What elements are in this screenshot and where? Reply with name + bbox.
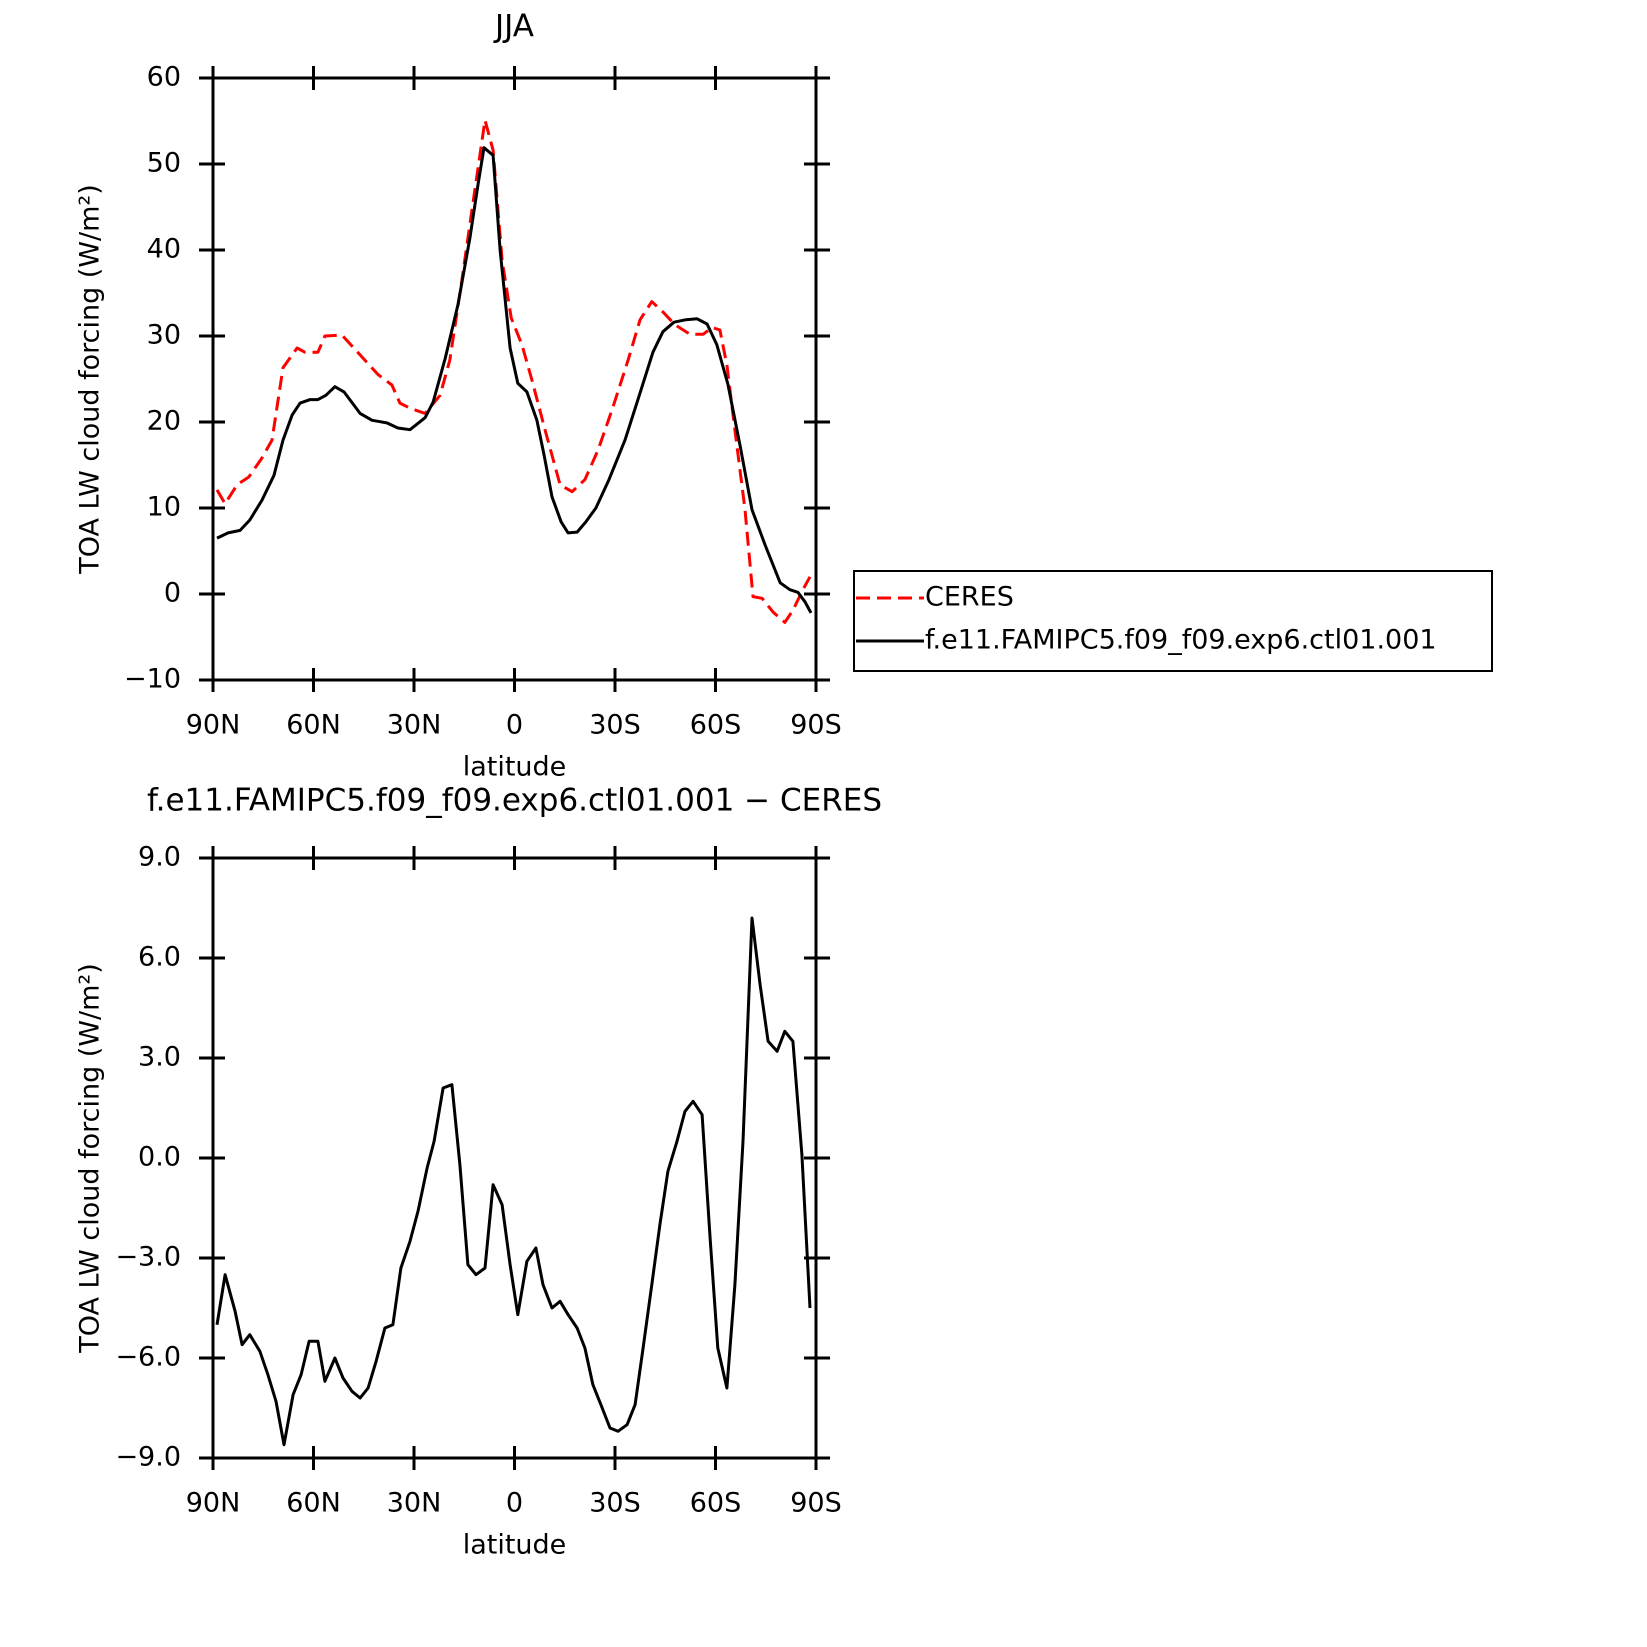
y-axis-label: TOA LW cloud forcing (W/m²) xyxy=(75,963,106,1354)
y-tick-label: 0.0 xyxy=(138,1142,181,1173)
legend-box xyxy=(853,570,1493,672)
y-tick-label: 40 xyxy=(147,234,181,265)
chart-title: JJA xyxy=(493,9,534,45)
x-axis-label: latitude xyxy=(463,752,567,783)
x-tick-label: 90N xyxy=(186,710,241,741)
chart-title: f.e11.FAMIPC5.f09_f09.exp6.ctl01.001 − C… xyxy=(147,783,882,819)
y-tick-label: 60 xyxy=(147,62,181,93)
data-line xyxy=(216,146,813,614)
x-tick-label: 90S xyxy=(790,1488,842,1519)
legend: CERES f.e11.FAMIPC5.f09_f09.exp6.ctl01.00… xyxy=(853,570,1493,672)
x-tick-label: 30N xyxy=(387,710,442,741)
x-tick-label: 30S xyxy=(589,1488,641,1519)
y-tick-label: 0 xyxy=(164,578,181,609)
x-tick-label: 60N xyxy=(286,710,341,741)
x-tick-label: 60S xyxy=(690,1488,742,1519)
x-tick-label: 0 xyxy=(506,710,523,741)
x-tick-label: 60N xyxy=(286,1488,341,1519)
y-tick-label: −3.0 xyxy=(115,1242,181,1273)
x-tick-label: 90N xyxy=(186,1488,241,1519)
x-axis-label: latitude xyxy=(463,1530,567,1561)
y-tick-label: 50 xyxy=(147,148,181,179)
data-line xyxy=(215,118,812,624)
y-tick-label: 9.0 xyxy=(138,842,181,873)
y-tick-label: −6.0 xyxy=(115,1342,181,1373)
data-line xyxy=(215,916,812,1447)
y-tick-label: 30 xyxy=(147,320,181,351)
y-tick-label: −9.0 xyxy=(115,1442,181,1473)
x-tick-label: 30S xyxy=(589,710,641,741)
y-tick-label: 6.0 xyxy=(138,942,181,973)
x-tick-label: 0 xyxy=(506,1488,523,1519)
x-tick-label: 60S xyxy=(690,710,742,741)
y-tick-label: 20 xyxy=(147,406,181,437)
y-tick-label: −10 xyxy=(124,664,181,695)
legend-label: f.e11.FAMIPC5.f09_f09.exp6.ctl01.001 xyxy=(925,625,1437,656)
x-tick-label: 90S xyxy=(790,710,842,741)
x-tick-label: 30N xyxy=(387,1488,442,1519)
y-axis-label: TOA LW cloud forcing (W/m²) xyxy=(75,184,106,575)
y-tick-label: 10 xyxy=(147,492,181,523)
y-tick-label: 3.0 xyxy=(138,1042,181,1073)
legend-label: CERES xyxy=(925,582,1014,613)
